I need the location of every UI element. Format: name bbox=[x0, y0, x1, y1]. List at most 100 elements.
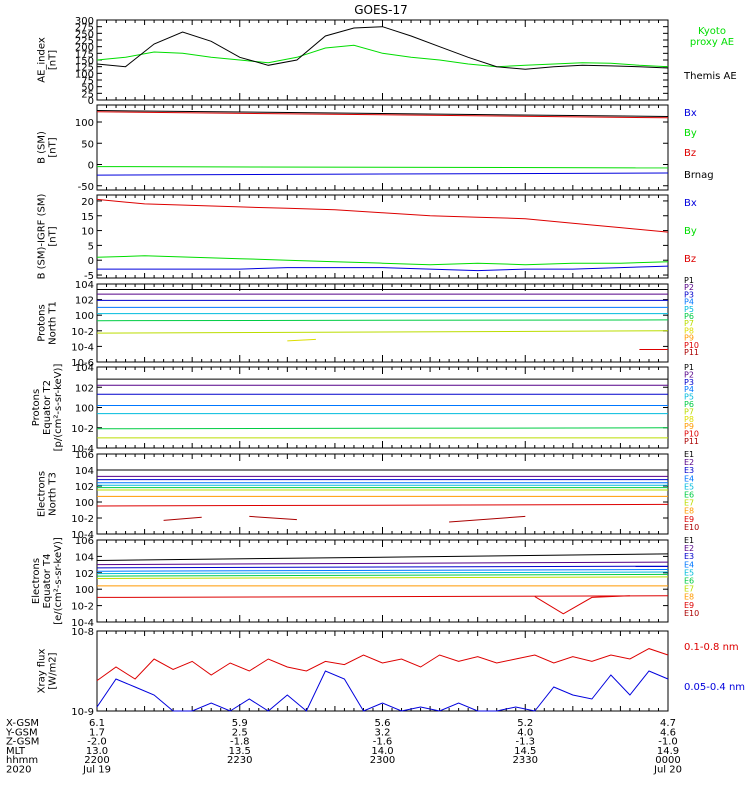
y-axis-label: B (SM)-IGRF (SM) bbox=[37, 194, 48, 280]
y-tick-label: 10 bbox=[81, 227, 94, 238]
panel-frame bbox=[96, 453, 669, 535]
axis-row-label: 2020 bbox=[6, 765, 31, 776]
axis-row-label: hhmm bbox=[6, 755, 38, 766]
axis-tick-value: 2300 bbox=[370, 755, 395, 766]
axis-tick-value: -1.8 bbox=[230, 737, 250, 748]
series-line-e4 bbox=[96, 569, 669, 572]
series-line-brnag bbox=[96, 110, 669, 117]
axis-tick-value: 0000 bbox=[655, 755, 680, 766]
series-fragment bbox=[534, 595, 630, 615]
legend-entry: P1 bbox=[684, 363, 694, 372]
legend-entry: E5 bbox=[684, 482, 694, 491]
series-line-bx bbox=[97, 265, 669, 272]
axis-tick-value: 5.6 bbox=[375, 718, 391, 729]
series-line-p6 bbox=[96, 319, 669, 322]
series-line-by bbox=[96, 255, 669, 266]
series-line-e3 bbox=[96, 565, 669, 569]
y-tick-label: 20 bbox=[81, 197, 94, 208]
panel-xray: 10-9 10-8 Xray flux [W/m2] 0.1-0.8 nm 0.05-0.… bbox=[37, 627, 746, 718]
legend-entry: P5 bbox=[684, 393, 694, 402]
y-tick-label: 25 bbox=[81, 89, 94, 100]
legend-entry: P5 bbox=[684, 305, 694, 314]
y-tick-label: 125 bbox=[75, 63, 94, 74]
panel-bsm: -50 0 50 100 B (SM) [nT] Bx By Bz Brnag bbox=[37, 104, 714, 193]
panel-frame bbox=[96, 104, 669, 191]
legend-entry: P9 bbox=[684, 422, 694, 431]
legend: Bx By Bz Brnag bbox=[684, 108, 714, 181]
panel-frame bbox=[96, 539, 669, 623]
legend-entry: P3 bbox=[684, 378, 694, 387]
legend-entry: E2 bbox=[684, 458, 694, 467]
legend-entry: P11 bbox=[684, 437, 699, 446]
legend-entry: P4 bbox=[684, 298, 694, 307]
y-tick-label: 0 bbox=[88, 256, 94, 267]
panel-frame bbox=[96, 630, 669, 712]
legend-entry: E2 bbox=[684, 544, 694, 553]
plot-title: GOES-17 bbox=[354, 3, 408, 17]
y-tick-label: 75 bbox=[81, 76, 94, 87]
axis-tick-value: 2230 bbox=[227, 755, 252, 766]
legend-entry: E4 bbox=[684, 474, 694, 483]
legend-entry: E7 bbox=[684, 499, 694, 508]
y-axis-label: [W/m2] bbox=[48, 652, 59, 689]
y-tick-label: 100 bbox=[75, 404, 94, 415]
axis-tick-value: 6.1 bbox=[89, 718, 105, 729]
axis-tick-value: 2200 bbox=[84, 755, 109, 766]
y-tick-label: 50 bbox=[81, 139, 94, 150]
y-axis-label: [nT] bbox=[48, 137, 59, 157]
legend-entry: E7 bbox=[684, 585, 694, 594]
panel-pe: 10-4 10-2 100 102 104 Protons Equator T2 [p/(cm… bbox=[31, 363, 699, 455]
legend-entry: Bx bbox=[684, 198, 697, 209]
y-tick-label: 102 bbox=[75, 383, 94, 394]
legend-entry: P8 bbox=[684, 326, 694, 335]
legend-entry: Themis AE bbox=[683, 71, 737, 82]
y-tick-label: 104 bbox=[75, 280, 94, 291]
legend-entry: P7 bbox=[684, 407, 694, 416]
y-axis-label: B (SM) bbox=[37, 131, 48, 164]
y-tick-label: 250 bbox=[75, 29, 94, 40]
series-line-e7 bbox=[96, 576, 669, 579]
y-tick-label: 10-2 bbox=[71, 514, 94, 525]
y-axis-label: [nT] bbox=[48, 50, 59, 70]
axis-row-label: X-GSM bbox=[6, 718, 39, 729]
y-tick-label: 225 bbox=[75, 36, 94, 47]
legend-entry: Bz bbox=[684, 254, 696, 265]
panel-frame bbox=[96, 194, 669, 279]
y-tick-label: 102 bbox=[75, 569, 94, 580]
axis-tick-value: 3.2 bbox=[375, 727, 391, 738]
legend-entry: proxy AE bbox=[690, 37, 734, 48]
y-axis-label: North T1 bbox=[48, 301, 59, 345]
legend-entry: P3 bbox=[684, 290, 694, 299]
y-tick-label: -50 bbox=[78, 182, 94, 193]
legend: Bx By Bz bbox=[684, 198, 697, 265]
legend-entry: Bx bbox=[684, 108, 697, 119]
legend-entry: P1 bbox=[684, 276, 694, 285]
series-line-e2 bbox=[96, 561, 669, 566]
series-line-by bbox=[96, 166, 669, 169]
y-tick-label: 175 bbox=[75, 49, 94, 60]
axis-tick-value: -1.6 bbox=[373, 737, 393, 748]
legend-entry: Brnag bbox=[684, 170, 714, 181]
axis-tick-value: 4.7 bbox=[660, 718, 676, 729]
series-fragment bbox=[287, 338, 316, 342]
legend-entry: E9 bbox=[684, 601, 694, 610]
y-tick-label: 104 bbox=[75, 466, 94, 477]
legend-entry: P9 bbox=[684, 334, 694, 343]
axis-tick-value: 14.5 bbox=[514, 746, 536, 757]
legend-entry: E10 bbox=[684, 609, 699, 618]
axis-tick-value: -2.0 bbox=[87, 737, 107, 748]
legend-entry: E1 bbox=[684, 536, 694, 545]
y-tick-label: 15 bbox=[81, 212, 94, 223]
y-tick-label: 10-8 bbox=[71, 627, 94, 638]
y-axis-label: [e/(cm²-s-sr-keV)] bbox=[53, 537, 64, 625]
axis-tick-value: 13.0 bbox=[86, 746, 108, 757]
legend-entry: E6 bbox=[684, 491, 694, 500]
y-axis-label: Protons bbox=[31, 389, 42, 426]
legend-entry: P2 bbox=[684, 283, 694, 292]
